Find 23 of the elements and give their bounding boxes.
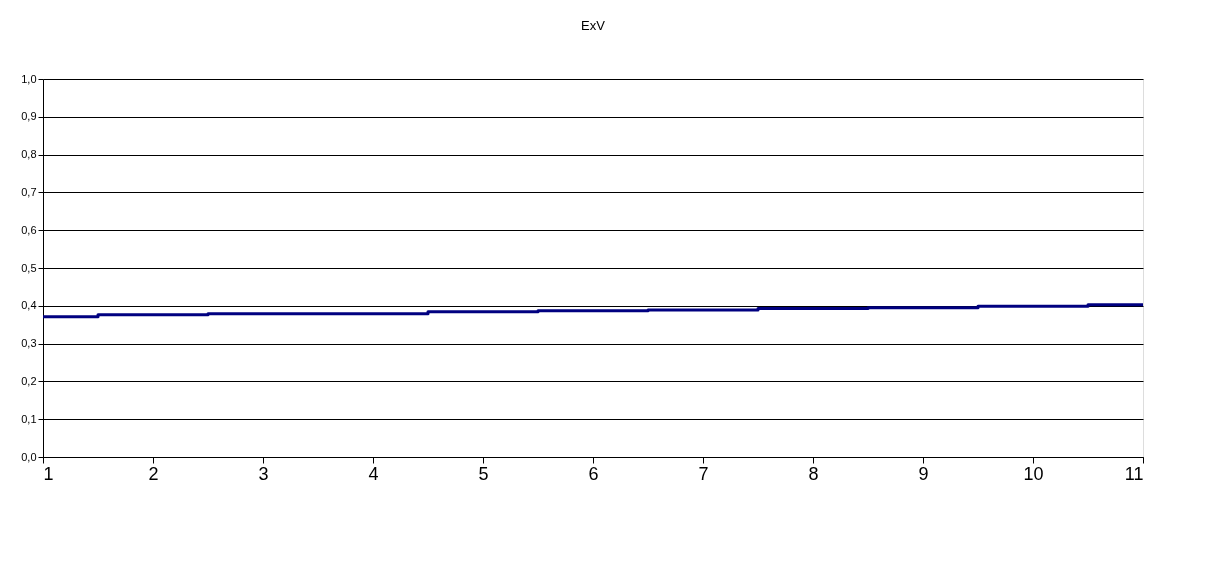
y-tick-label: 0,2 — [21, 374, 37, 387]
x-tick-label: 3 — [258, 463, 269, 484]
x-tick-label: 6 — [588, 463, 599, 484]
x-tick-label: 9 — [918, 463, 929, 484]
y-tick-label: 0,5 — [21, 261, 37, 274]
x-tick-label: 2 — [148, 463, 159, 484]
x-tick-label: 11 — [1124, 463, 1144, 484]
x-tick-label: 1 — [43, 463, 54, 484]
x-tick-label: 10 — [1023, 463, 1044, 484]
y-tick-label: 0,6 — [21, 223, 37, 236]
y-tick-label: 0,1 — [21, 412, 37, 425]
chart-title: ExV — [581, 18, 606, 33]
x-tick-label: 5 — [478, 463, 489, 484]
y-tick-label: 0,4 — [21, 299, 37, 312]
x-tick-label: 4 — [368, 463, 379, 484]
y-tick-label: 0,3 — [21, 337, 37, 350]
y-tick-label: 0,7 — [21, 185, 37, 198]
y-tick-label: 0,9 — [21, 110, 37, 123]
y-tick-label: 1,0 — [21, 72, 37, 85]
y-tick-label: 0,0 — [21, 450, 37, 463]
x-tick-label: 7 — [698, 463, 709, 484]
y-tick-label: 0,8 — [21, 148, 37, 161]
x-tick-label: 8 — [808, 463, 819, 484]
